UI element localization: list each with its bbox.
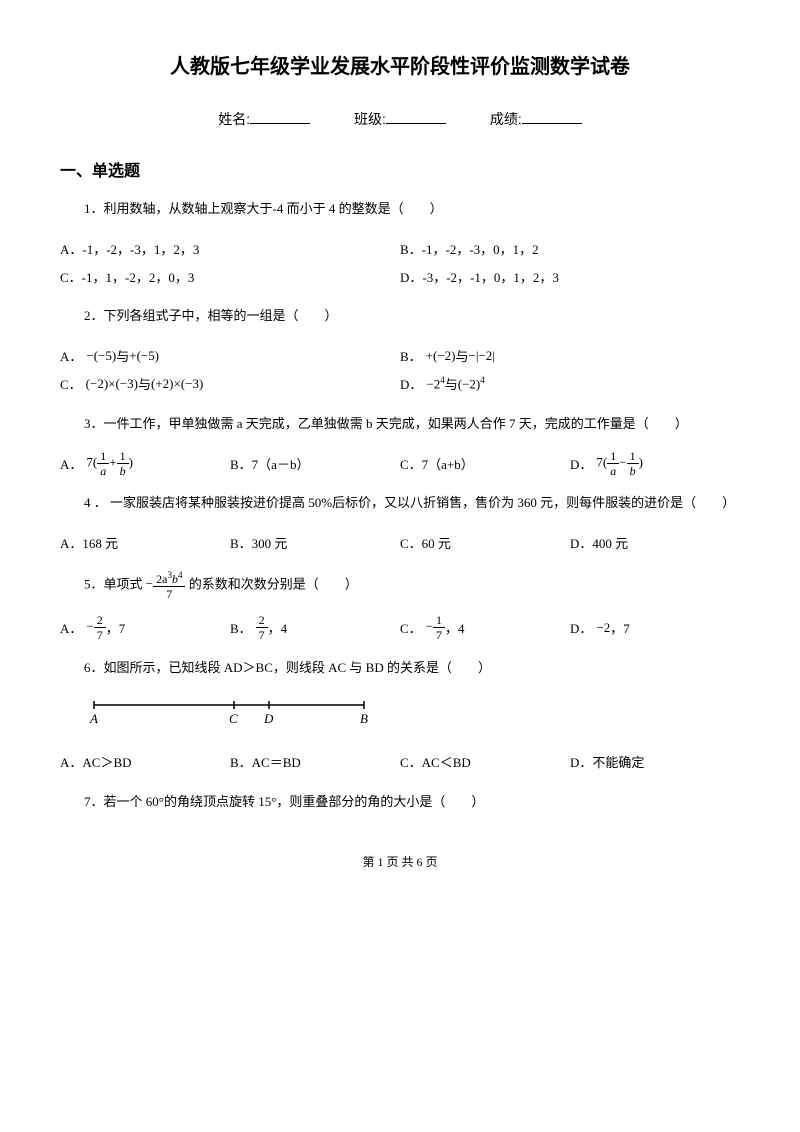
- q5-a-tail: ，7: [106, 618, 126, 637]
- q5-text: 5．单项式 −2a3b47 的系数和次数分别是（ ）: [84, 571, 740, 600]
- info-line: 姓名: 班级: 成绩:: [60, 109, 740, 129]
- q2-opt-b[interactable]: B． +(−2) 与 −|−2|: [400, 342, 740, 370]
- q5-c-frac: −17: [426, 614, 445, 641]
- q5-a-frac: −27: [86, 614, 105, 641]
- q2-a-label: A．: [60, 346, 82, 365]
- q2-a-r: +(−5): [129, 348, 159, 364]
- q3-opt-a[interactable]: A． 7(1a+1b): [60, 449, 230, 477]
- q4-opt-b[interactable]: B．300 元: [230, 529, 400, 557]
- q2-opt-d[interactable]: D． −24 与 (−2)4: [400, 370, 740, 398]
- q5-d-val: −2: [596, 620, 610, 636]
- name-label: 姓名:: [218, 111, 250, 127]
- q5-opt-a[interactable]: A． −27 ，7: [60, 614, 230, 642]
- q5-post: 的系数和次数分别是（ ）: [189, 576, 358, 591]
- q3-options: A． 7(1a+1b) B．7（a－b） C．7（a+b） D． 7(1a−1b…: [60, 449, 740, 477]
- q6-opt-b[interactable]: B．AC＝BD: [230, 748, 400, 776]
- q3-d-label: D．: [570, 454, 592, 473]
- q6-opt-a[interactable]: A．AC＞BD: [60, 748, 230, 776]
- q2-b-mid: 与: [456, 346, 469, 365]
- q2-d-l: −24: [426, 375, 444, 392]
- q5-opt-d[interactable]: D． −2 ，7: [570, 614, 740, 642]
- q1-opt-d[interactable]: D．-3，-2，-1，0，1，2，3: [400, 262, 740, 290]
- q6-opt-c[interactable]: C．AC＜BD: [400, 748, 570, 776]
- q3-d-expr: 7(1a−1b): [596, 450, 643, 477]
- score-label: 成绩:: [490, 111, 522, 127]
- q1-opt-c[interactable]: C．-1，1，-2，2，0，3: [60, 262, 400, 290]
- q2-b-l: +(−2): [426, 348, 456, 364]
- q3-a-expr: 7(1a+1b): [86, 450, 133, 477]
- q4-opt-a[interactable]: A．168 元: [60, 529, 230, 557]
- q2-options: A． −(−5) 与 +(−5) B． +(−2) 与 −|−2| C． (−2…: [60, 342, 740, 398]
- q5-opt-c[interactable]: C． −17 ，4: [400, 614, 570, 642]
- q5-c-label: C．: [400, 618, 422, 637]
- q2-b-label: B．: [400, 346, 422, 365]
- name-blank[interactable]: [250, 123, 310, 124]
- q4-opt-c[interactable]: C．60 元: [400, 529, 570, 557]
- q2-c-r: (+2)×(−3): [151, 376, 203, 392]
- q2-text: 2．下列各组式子中，相等的一组是（ ）: [84, 304, 740, 327]
- q5-c-tail: ，4: [445, 618, 465, 637]
- q1-opt-a[interactable]: A．-1，-2，-3，1，2，3: [60, 234, 400, 262]
- q2-a-l: −(−5): [86, 348, 116, 364]
- class-label: 班级:: [354, 111, 386, 127]
- q5-d-tail: ，7: [610, 618, 630, 637]
- q4-opt-d[interactable]: D．400 元: [570, 529, 740, 557]
- page-footer: 第 1 页 共 6 页: [60, 853, 740, 870]
- q2-b-r: −|−2|: [469, 348, 495, 364]
- q2-opt-c[interactable]: C． (−2)×(−3) 与 (+2)×(−3): [60, 370, 400, 398]
- q4-options: A．168 元 B．300 元 C．60 元 D．400 元: [60, 529, 740, 557]
- q2-c-mid: 与: [138, 374, 151, 393]
- q3-opt-d[interactable]: D． 7(1a−1b): [570, 449, 740, 477]
- score-blank[interactable]: [522, 123, 582, 124]
- q5-options: A． −27 ，7 B． 27 ，4 C． −17 ，4 D． −2 ，7: [60, 614, 740, 642]
- q5-monomial: −2a3b47: [146, 576, 189, 591]
- q4-text: 4 ． 一家服装店将某种服装按进价提高 50%后标价，又以八折销售，售价为 36…: [84, 491, 740, 514]
- q1-options: A．-1，-2，-3，1，2，3 B．-1，-2，-3，0，1，2 C．-1，1…: [60, 234, 740, 290]
- q3-opt-c[interactable]: C．7（a+b）: [400, 449, 570, 477]
- q1-opt-b[interactable]: B．-1，-2，-3，0，1，2: [400, 234, 740, 262]
- q2-c-label: C．: [60, 374, 82, 393]
- q6-pt-c: C: [229, 711, 238, 726]
- page-title: 人教版七年级学业发展水平阶段性评价监测数学试卷: [60, 50, 740, 79]
- q5-pre: 5．单项式: [84, 576, 143, 591]
- q5-b-label: B．: [230, 618, 252, 637]
- q6-pt-b: B: [360, 711, 368, 726]
- q5-opt-b[interactable]: B． 27 ，4: [230, 614, 400, 642]
- q5-d-label: D．: [570, 618, 592, 637]
- q6-pt-a: A: [89, 711, 98, 726]
- q2-d-label: D．: [400, 374, 422, 393]
- q2-d-r: (−2)4: [458, 375, 485, 392]
- q6-options: A．AC＞BD B．AC＝BD C．AC＜BD D．不能确定: [60, 748, 740, 776]
- q1-text: 1．利用数轴，从数轴上观察大于-4 而小于 4 的整数是（ ）: [84, 197, 740, 220]
- q5-b-tail: ，4: [268, 618, 288, 637]
- q6-text: 6．如图所示，已知线段 AD＞BC，则线段 AC 与 BD 的关系是（ ）: [84, 656, 740, 679]
- section-heading-1: 一、单选题: [60, 157, 740, 181]
- q6-pt-d: D: [263, 711, 274, 726]
- q3-opt-b[interactable]: B．7（a－b）: [230, 449, 400, 477]
- q2-c-l: (−2)×(−3): [86, 376, 138, 392]
- q2-d-mid: 与: [445, 374, 458, 393]
- q2-a-mid: 与: [116, 346, 129, 365]
- q3-a-label: A．: [60, 454, 82, 473]
- q6-opt-d[interactable]: D．不能确定: [570, 748, 740, 776]
- q3-text: 3．一件工作，甲单独做需 a 天完成，乙单独做需 b 天完成，如果两人合作 7 …: [84, 412, 740, 435]
- q6-diagram: A C D B: [84, 693, 740, 734]
- q7-text: 7．若一个 60°的角绕顶点旋转 15°，则重叠部分的角的大小是（ ）: [84, 790, 740, 813]
- q5-a-label: A．: [60, 618, 82, 637]
- q5-b-frac: 27: [256, 614, 268, 641]
- class-blank[interactable]: [386, 123, 446, 124]
- q2-opt-a[interactable]: A． −(−5) 与 +(−5): [60, 342, 400, 370]
